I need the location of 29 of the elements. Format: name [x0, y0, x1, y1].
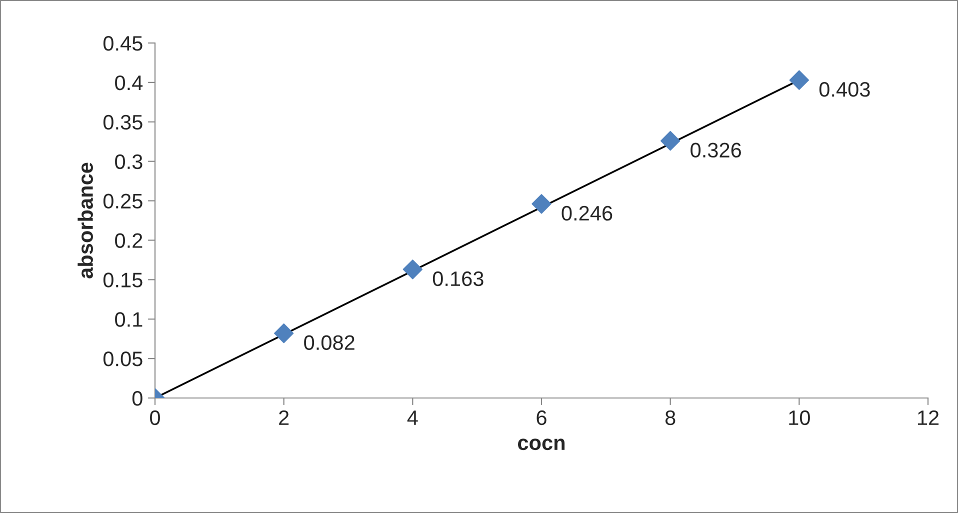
y-tick-label: 0.45 — [103, 36, 142, 51]
x-tick-label: 8 — [665, 410, 676, 426]
y-tick-label: 0.3 — [115, 154, 142, 170]
data-label: 0.082 — [304, 335, 354, 350]
x-tick-label: 4 — [407, 410, 418, 425]
x-axis-title: cocn — [518, 438, 565, 450]
y-tick-label: 0.4 — [115, 75, 143, 90]
data-label: 0.403 — [819, 82, 870, 97]
point — [789, 70, 810, 90]
y-tick-label: 0.2 — [115, 233, 142, 248]
point — [660, 130, 680, 151]
x-tick-label: 10 — [789, 410, 810, 426]
point — [274, 323, 294, 344]
data-label: 0.163 — [432, 271, 484, 286]
x-tick-label: 2 — [279, 410, 289, 425]
y-tick-label: 0.25 — [103, 194, 142, 209]
point — [402, 260, 423, 280]
y-tick-label: 0.1 — [115, 312, 142, 327]
y-tick-label: 0.35 — [103, 114, 142, 130]
data-label: 0.326 — [690, 142, 741, 158]
y-tick-label: 0.15 — [103, 272, 142, 288]
y-axis-title: absorbance — [78, 162, 93, 278]
data-label: 0.246 — [562, 206, 612, 221]
y-tick-label: 0.05 — [103, 352, 142, 366]
x-tick-label: 12 — [918, 410, 939, 425]
y-tick-label: 0 — [132, 391, 142, 406]
x-tick-label: 6 — [536, 410, 546, 426]
point — [532, 194, 552, 214]
x-tick-label: 0 — [150, 410, 160, 426]
